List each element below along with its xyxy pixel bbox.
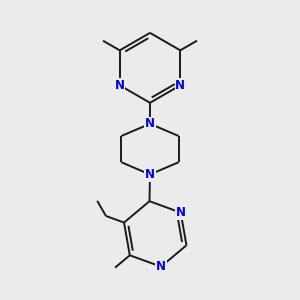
- Text: N: N: [145, 117, 155, 130]
- Text: N: N: [176, 206, 186, 219]
- Text: N: N: [175, 79, 185, 92]
- Text: N: N: [145, 168, 155, 181]
- Text: N: N: [115, 79, 125, 92]
- Text: N: N: [156, 260, 166, 273]
